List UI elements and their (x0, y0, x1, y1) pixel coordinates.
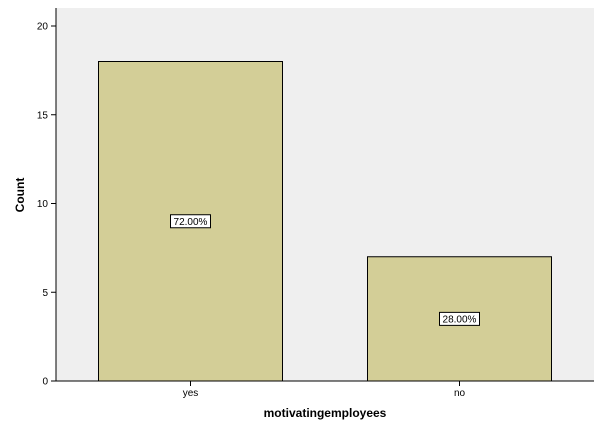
y-axis-ticks: 0 5 10 15 20 (37, 22, 56, 388)
y-tick-label: 15 (37, 110, 49, 121)
y-tick-label: 5 (42, 288, 48, 299)
x-tick-label-yes: yes (183, 388, 199, 399)
y-tick-label: 0 (42, 377, 48, 388)
data-label-yes: 72.00% (174, 217, 208, 228)
x-axis-ticks: yes no (183, 381, 466, 399)
y-tick-label: 20 (37, 22, 49, 33)
x-axis-title: motivatingemployees (264, 406, 387, 420)
data-label-no: 28.00% (443, 314, 477, 325)
data-label-box (439, 311, 480, 326)
y-tick-label: 10 (37, 199, 49, 210)
data-label-box (170, 214, 211, 229)
y-axis-title: Count (13, 178, 27, 213)
x-tick-label-no: no (454, 388, 466, 399)
data-labels: 72.00% 28.00% (170, 214, 480, 326)
